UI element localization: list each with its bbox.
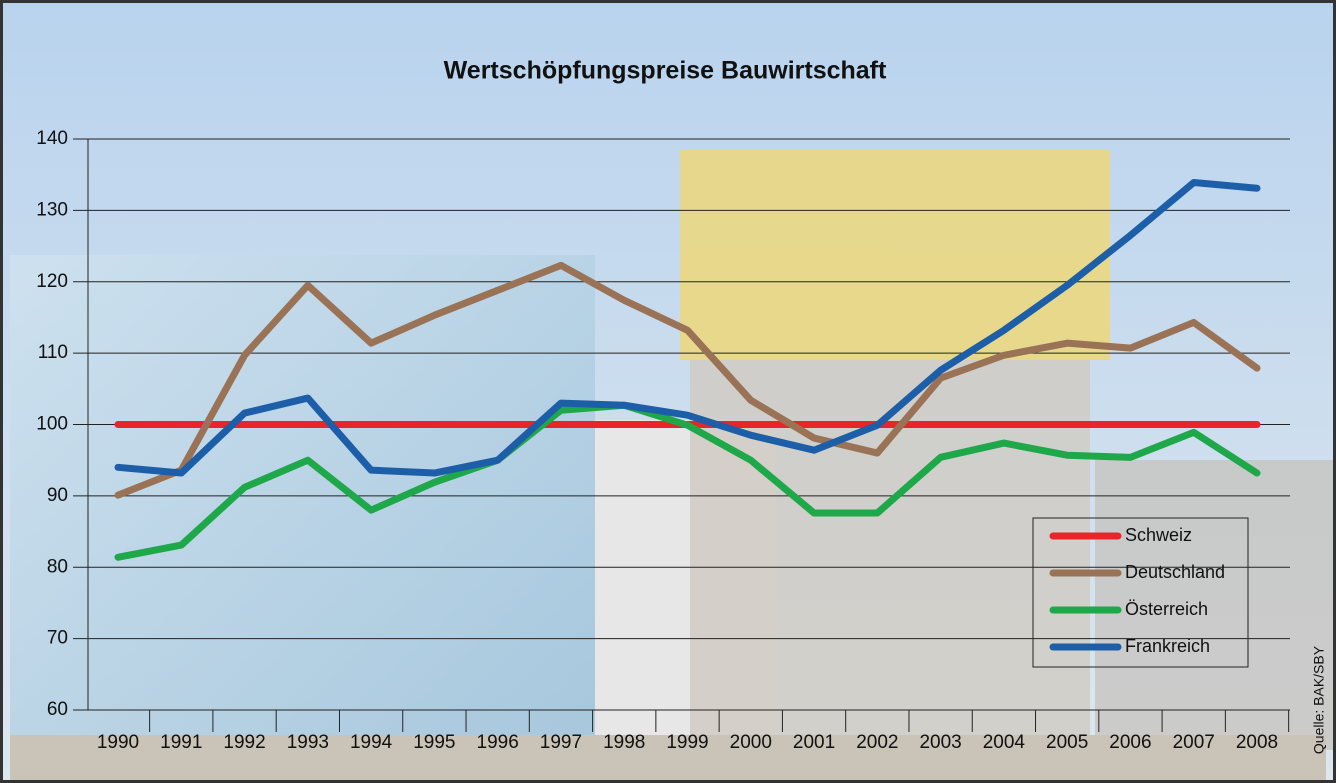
legend-label: Deutschland (1125, 562, 1225, 582)
building-top (680, 150, 1110, 360)
source: Quelle: BAK/SBY (1311, 645, 1327, 754)
x-tick-label: 2002 (856, 732, 898, 753)
y-tick-label: 140 (36, 128, 68, 149)
x-tick-label: 2001 (793, 732, 835, 753)
x-tick-label: 1994 (350, 732, 393, 753)
y-tick-label: 130 (36, 199, 68, 220)
x-tick-label: 2006 (1109, 732, 1151, 753)
y-tick-label: 80 (47, 556, 68, 577)
y-tick-label: 60 (47, 699, 68, 720)
chart-title: Wertschöpfungspreise Bauwirtschaft (444, 57, 887, 85)
x-tick-label: 2000 (730, 732, 772, 753)
x-tick-label: 2007 (1173, 732, 1215, 753)
billboard (10, 255, 595, 735)
y-tick-label: 90 (47, 485, 68, 506)
x-tick-label: 1999 (666, 732, 708, 753)
x-tick-label: 1991 (160, 732, 202, 753)
legend-label: Österreich (1125, 599, 1208, 619)
x-tick-label: 1996 (477, 732, 519, 753)
legend-label: Schweiz (1125, 525, 1192, 545)
x-tick-label: 1997 (540, 732, 582, 753)
legend-label: Frankreich (1125, 636, 1210, 656)
x-tick-label: 2004 (983, 732, 1026, 753)
x-tick-label: 1993 (287, 732, 329, 753)
x-tick-label: 2003 (919, 732, 961, 753)
y-tick-label: 70 (47, 628, 68, 649)
y-tick-label: 100 (36, 414, 68, 435)
x-tick-label: 2008 (1236, 732, 1278, 753)
x-tick-label: 1990 (97, 732, 139, 753)
x-tick-label: 1995 (413, 732, 455, 753)
chart: Wertschöpfungspreise Bauwirtschaft Quell… (0, 0, 1336, 783)
x-tick-label: 2005 (1046, 732, 1088, 753)
y-tick-label: 120 (36, 271, 68, 292)
x-tick-label: 1998 (603, 732, 645, 753)
y-tick-label: 110 (38, 342, 68, 363)
x-tick-label: 1992 (223, 732, 265, 753)
